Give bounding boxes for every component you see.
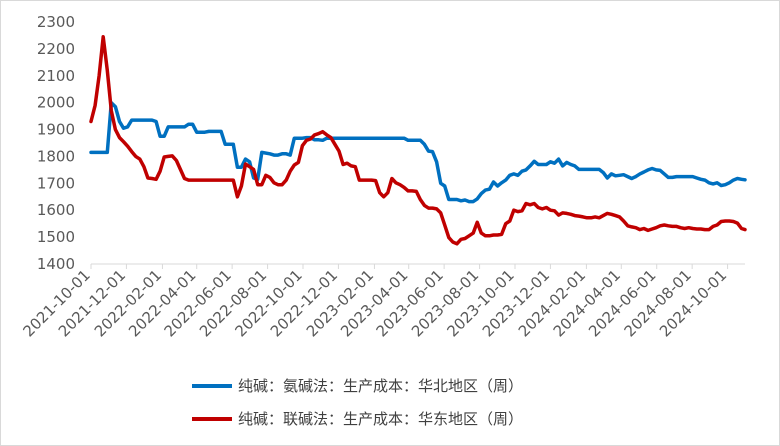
y-tick-label: 1800 [37, 147, 75, 165]
y-tick-label: 1400 [37, 255, 75, 273]
y-tick-label: 2200 [37, 40, 75, 58]
y-tick-label: 2000 [37, 94, 75, 112]
y-tick-label: 2100 [37, 67, 75, 85]
y-axis-tick-labels: 1400 1500 1600 1700 1800 1900 2000 2100 2200 2300 [37, 13, 75, 273]
legend-label-series-2: 纯碱：联碱法：生产成本：华东地区（周） [238, 410, 523, 428]
legend: 纯碱：氨碱法：生产成本：华北地区（周） 纯碱：联碱法：生产成本：华东地区（周） [192, 377, 523, 428]
y-tick-label: 1500 [37, 228, 75, 246]
y-tick-label: 1600 [37, 201, 75, 219]
y-tick-label: 1700 [37, 174, 75, 192]
series-layer [89, 35, 747, 246]
series-line-2 [89, 35, 747, 246]
y-tick-label: 2300 [37, 13, 75, 31]
legend-label-series-1: 纯碱：氨碱法：生产成本：华北地区（周） [238, 377, 523, 395]
y-tick-label: 1900 [37, 121, 75, 139]
legend-item-series-1: 纯碱：氨碱法：生产成本：华北地区（周） [192, 377, 523, 395]
legend-item-series-2: 纯碱：联碱法：生产成本：华东地区（周） [192, 410, 523, 428]
series-line-1 [89, 100, 747, 204]
